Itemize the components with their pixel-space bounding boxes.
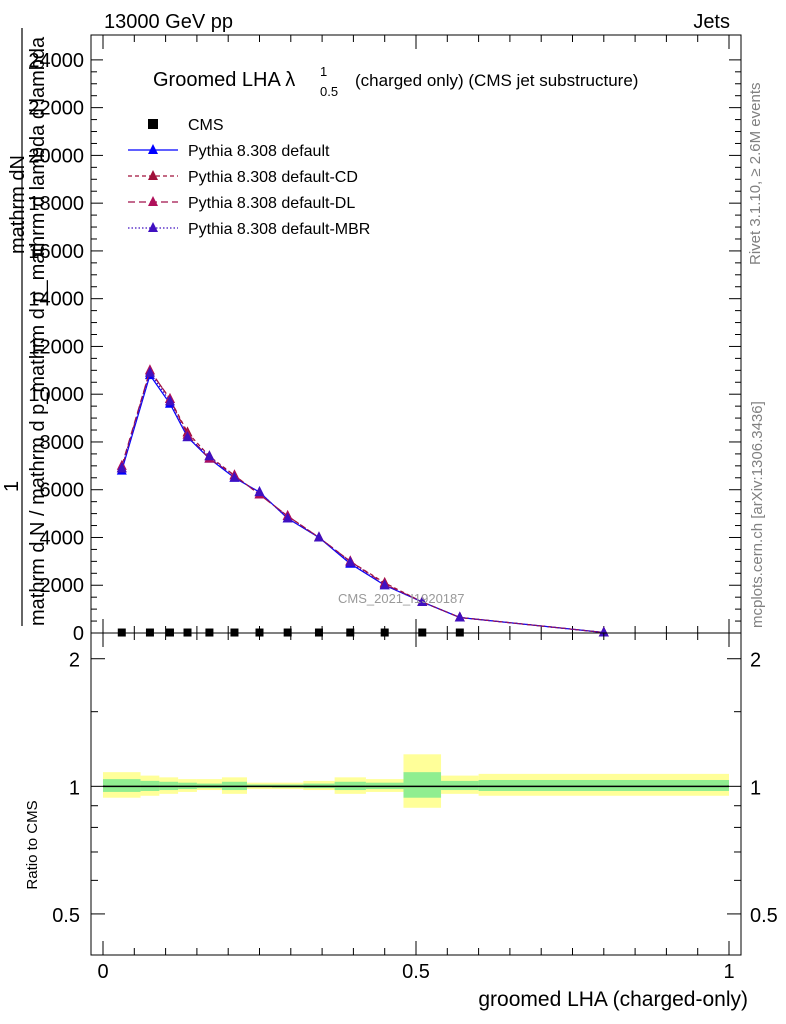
legend-marker [148, 170, 158, 180]
series-marker [313, 531, 324, 542]
legend-label: Pythia 8.308 default-MBR [188, 221, 370, 238]
svg-text:1: 1 [320, 64, 327, 79]
x-axis-label: groomed LHA (charged-only) [478, 988, 748, 1011]
header-tag: Jets [693, 11, 730, 33]
header-collision: 13000 GeV pp [104, 11, 233, 33]
ratio-y-tick-label-right: 1 [750, 777, 761, 799]
chart-title: Groomed LHA λ 1 0.5 (charged only) (CMS … [153, 64, 638, 99]
legend-label: Pythia 8.308 default-CD [188, 169, 358, 186]
main-y-tick-label: 4000 [40, 527, 85, 549]
main-y-tick-label: 6000 [40, 480, 85, 502]
x-tick-label: 0.5 [402, 961, 430, 983]
ratio-y-tick-label-right: 2 [750, 650, 761, 672]
main-y-tick-label: 0 [73, 623, 84, 645]
svg-text:(charged only) (CMS jet substr: (charged only) (CMS jet substructure) [355, 71, 638, 90]
series-marker [164, 395, 175, 406]
x-tick-label: 1 [723, 961, 734, 983]
series-marker [345, 556, 356, 567]
series-marker [282, 512, 293, 523]
main-panel: 0 2000 4000 6000 8000 10000 12000 14000 16000 180… [28, 35, 741, 645]
main-y-tick-label: 12000 [28, 336, 84, 358]
series-line-3 [121, 371, 604, 634]
series-marker [254, 486, 265, 497]
main-y-tick-label: 22000 [28, 98, 84, 120]
svg-text:T: T [29, 249, 45, 258]
legend-marker [148, 222, 158, 232]
analysis-watermark: CMS_2021_I1920187 [338, 591, 465, 606]
svg-text:mathrm dN: mathrm dN [7, 155, 29, 254]
main-y-tick-label: 18000 [28, 193, 84, 215]
legend-label: Pythia 8.308 default [188, 143, 330, 160]
series-marker [417, 595, 428, 606]
main-y-tick-label: 2000 [40, 575, 85, 597]
series-marker [454, 611, 465, 622]
rivet-version: Rivet 3.1.10, ≥ 2.6M events [747, 83, 764, 266]
mcplots-credit: mcplots.cern.ch [arXiv:1306.3436] [749, 401, 766, 628]
svg-text:0.5: 0.5 [320, 84, 338, 99]
svg-text:1: 1 [1, 481, 23, 492]
ratio-y-tick-label: 0.5 [52, 905, 80, 927]
ratio-band-green [441, 780, 479, 791]
series-marker [144, 366, 155, 377]
ratio-y-tick-label-right: 0.5 [750, 905, 778, 927]
legend-marker-cms [148, 119, 158, 129]
main-y-tick-label: 14000 [28, 289, 84, 311]
legend-marker [148, 144, 158, 154]
svg-text:Groomed LHA λ: Groomed LHA λ [153, 69, 295, 91]
legend-label: CMS [188, 117, 224, 134]
main-y-tick-label: 20000 [28, 145, 84, 167]
series-marker [379, 579, 390, 590]
legend-label: Pythia 8.308 default-DL [188, 195, 355, 212]
series-marker [182, 431, 193, 442]
legend-marker [148, 196, 158, 206]
ratio-y-tick-label: 1 [69, 777, 80, 799]
svg-text:mathrm d N / mathrm d p_mathrm: mathrm d N / mathrm d p_mathrm d p_mathr… [27, 36, 49, 626]
main-y-axis-label: mathrm dN T 1 mathrm d N / mathrm d p_ma… [1, 28, 49, 626]
ratio-band-green [478, 779, 729, 791]
series-marker [204, 450, 215, 461]
ratio-band-green [403, 772, 442, 798]
series-marker [229, 471, 240, 482]
main-y-tick-label: 24000 [28, 50, 84, 72]
main-y-tick-label: 16000 [28, 241, 84, 263]
main-y-tick-label: 10000 [28, 384, 84, 406]
series-marker [116, 462, 127, 473]
ratio-panel: 0.5 0.5 1 1 2 2 0 0.5 1 [52, 633, 778, 983]
ratio-band-green [103, 779, 141, 792]
ratio-y-tick-label: 2 [69, 650, 80, 672]
ratio-y-axis-label: Ratio to CMS [24, 800, 41, 889]
x-tick-label: 0 [97, 961, 108, 983]
series-marker [598, 626, 609, 637]
main-y-tick-label: 8000 [40, 432, 85, 454]
ratio-axes-frame [90, 632, 742, 956]
legend: CMS Pythia 8.308 default Pythia 8.308 defa… [128, 117, 370, 238]
